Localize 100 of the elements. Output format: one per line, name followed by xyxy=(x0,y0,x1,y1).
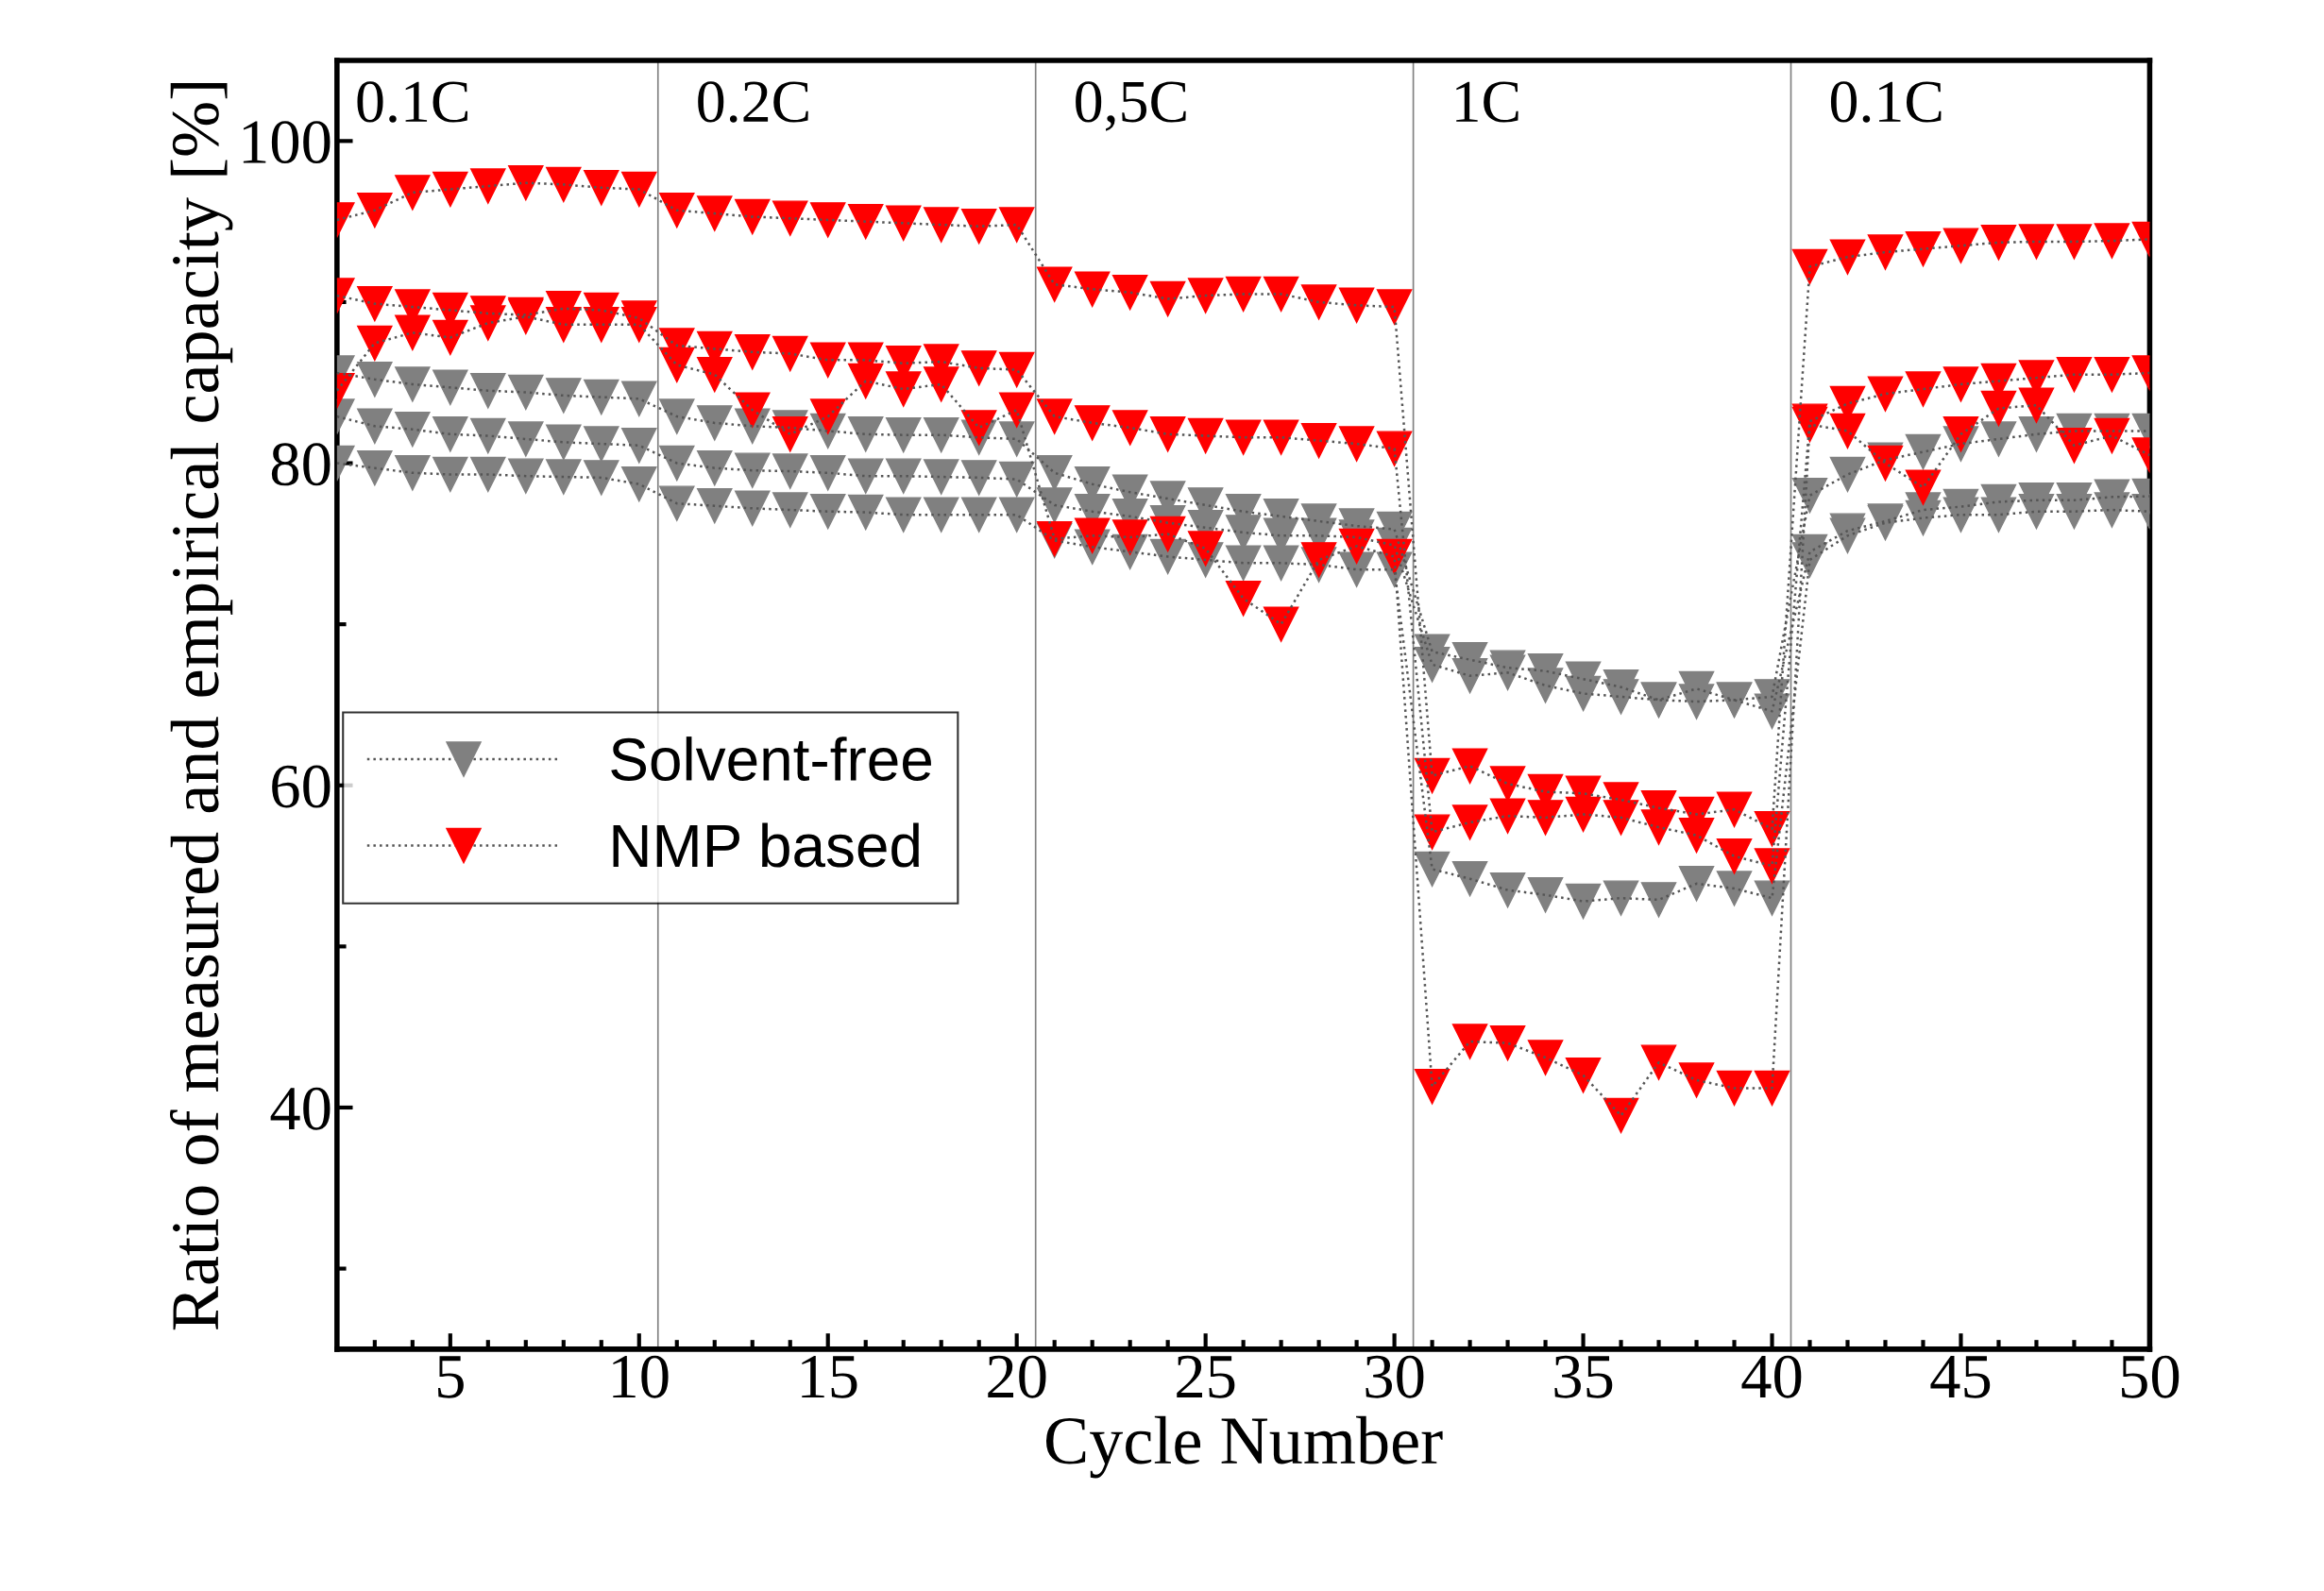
ref-line-label: 1C xyxy=(1456,81,1518,123)
point xyxy=(960,497,997,533)
point xyxy=(847,458,884,494)
point xyxy=(433,416,468,452)
point xyxy=(1565,796,1602,833)
point xyxy=(1225,276,1262,313)
point xyxy=(1527,668,1564,703)
point xyxy=(923,366,959,402)
point xyxy=(809,398,846,434)
point xyxy=(809,493,846,530)
x-tick-label: 35 xyxy=(1554,1355,1613,1398)
point xyxy=(433,369,468,406)
point xyxy=(734,392,771,428)
point xyxy=(357,192,393,228)
point xyxy=(885,458,922,494)
point xyxy=(1489,872,1526,908)
legend-label: Solvent-free xyxy=(611,736,931,782)
point xyxy=(1376,289,1413,325)
point xyxy=(1716,791,1753,828)
point xyxy=(621,307,657,343)
point xyxy=(1263,606,1299,642)
point xyxy=(1565,1058,1602,1093)
point xyxy=(1527,800,1564,836)
point xyxy=(621,381,657,417)
point xyxy=(1678,1062,1715,1098)
point xyxy=(998,461,1035,498)
point xyxy=(621,171,657,208)
x-tick-label: 5 xyxy=(438,1356,464,1398)
point xyxy=(734,198,771,235)
point xyxy=(1074,405,1111,441)
point xyxy=(697,449,733,486)
point xyxy=(584,307,619,343)
point xyxy=(1376,431,1413,466)
point xyxy=(1640,882,1677,918)
point xyxy=(1678,817,1715,854)
point xyxy=(1905,499,1942,536)
point xyxy=(357,449,393,486)
point xyxy=(1414,814,1450,850)
point xyxy=(621,428,657,464)
point xyxy=(772,335,808,372)
point xyxy=(1942,416,1979,452)
point xyxy=(2094,356,2130,393)
point xyxy=(1603,679,1639,715)
x-tick-label: 20 xyxy=(988,1355,1046,1398)
point xyxy=(734,490,771,527)
point xyxy=(1225,581,1262,617)
point xyxy=(1187,278,1224,313)
point xyxy=(697,488,733,524)
point xyxy=(697,356,733,393)
annotation: 0.1C xyxy=(357,81,467,123)
x-tick-label: 50 xyxy=(2121,1355,2180,1398)
point xyxy=(809,455,846,491)
point xyxy=(1527,877,1564,913)
point xyxy=(1036,398,1073,434)
point xyxy=(433,171,468,208)
point xyxy=(470,168,506,204)
point xyxy=(1414,851,1450,888)
point xyxy=(659,445,695,482)
point xyxy=(1300,284,1337,320)
point xyxy=(1829,517,1866,554)
point xyxy=(584,379,619,415)
point xyxy=(1338,287,1375,324)
point xyxy=(697,195,733,231)
point xyxy=(960,460,997,496)
point xyxy=(1905,469,1942,505)
point xyxy=(1111,519,1148,555)
point xyxy=(584,426,619,462)
point xyxy=(1225,419,1262,455)
point xyxy=(659,347,695,383)
ref-line-label: 0.1C xyxy=(1830,81,1942,123)
point xyxy=(772,416,808,452)
point xyxy=(1791,248,1828,285)
point xyxy=(1905,433,1942,470)
point xyxy=(1527,1040,1564,1075)
point xyxy=(734,334,771,370)
point xyxy=(998,207,1035,243)
point xyxy=(2056,224,2093,260)
point xyxy=(1829,413,1866,449)
point xyxy=(1980,497,2017,533)
point xyxy=(470,373,506,409)
point xyxy=(1640,1044,1677,1080)
point xyxy=(697,405,733,441)
point xyxy=(960,209,997,245)
point xyxy=(1603,1097,1639,1134)
point xyxy=(508,421,544,457)
point xyxy=(1263,276,1299,313)
point xyxy=(508,164,544,201)
point xyxy=(470,456,506,493)
point xyxy=(659,192,695,228)
point xyxy=(1565,675,1602,712)
point xyxy=(1149,516,1186,552)
point xyxy=(1187,417,1224,454)
point xyxy=(923,416,959,453)
point xyxy=(433,319,468,356)
point xyxy=(1451,748,1488,785)
x-tick-label: 45 xyxy=(1930,1356,1991,1398)
point xyxy=(2018,387,2055,423)
point xyxy=(357,285,393,322)
point xyxy=(772,453,808,489)
point xyxy=(885,205,922,242)
